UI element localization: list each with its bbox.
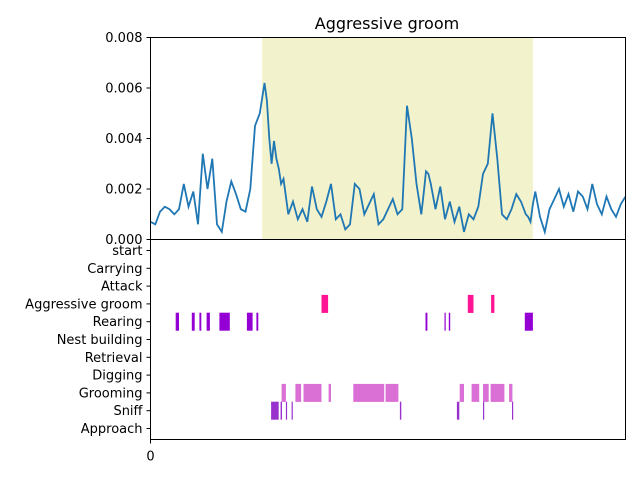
event-bar: [280, 401, 282, 420]
category-label: Carrying: [87, 262, 142, 277]
y-tick-label: 0.004: [105, 132, 142, 147]
x-axis: 0: [146, 439, 155, 465]
category-label: Approach: [81, 422, 143, 437]
y-tick-label: 0.002: [105, 183, 142, 198]
event-bar: [175, 312, 179, 331]
signal-line: [150, 82, 627, 236]
y-axis: 0.000 0.002 0.004 0.006 0.008: [105, 31, 151, 248]
y-tick-label: 0.000: [105, 233, 142, 248]
event-bar: [321, 294, 329, 313]
y-tick-label: 0.006: [105, 82, 142, 97]
x-tick-label: 0: [146, 450, 154, 465]
event-bar: [524, 312, 533, 331]
event-bar: [456, 401, 460, 420]
event-bar: [246, 312, 253, 331]
event-bar: [328, 383, 331, 402]
event-bar: [353, 383, 385, 402]
event-bars: [175, 294, 533, 420]
category-label: start: [112, 244, 142, 259]
event-bar: [206, 312, 210, 331]
chart-title: Aggressive groom: [315, 14, 459, 33]
category-label: Sniff: [113, 404, 143, 419]
event-bar: [295, 383, 302, 402]
event-bar: [285, 401, 288, 420]
y-tick-label: 0.008: [105, 31, 142, 46]
event-bar: [385, 383, 399, 402]
event-bar: [471, 383, 480, 402]
event-bar: [256, 312, 259, 331]
category-label: Grooming: [79, 386, 143, 401]
event-bar: [483, 401, 485, 420]
signal-plot: 0.000 0.002 0.004 0.006 0.008 Aggressive gro…: [105, 14, 627, 248]
event-bar: [281, 383, 286, 402]
event-bar: [303, 383, 322, 402]
event-raster-plot: start Carrying Attack Aggressive groom Reari…: [25, 244, 533, 465]
event-bar: [425, 312, 428, 331]
category-label: Retrieval: [85, 351, 143, 366]
event-bar: [399, 401, 402, 420]
event-bar: [491, 294, 495, 313]
event-bar: [271, 401, 279, 420]
event-bar: [483, 383, 489, 402]
category-label: Aggressive groom: [25, 297, 142, 312]
highlight-span: [262, 37, 533, 240]
event-bar: [219, 312, 230, 331]
category-label: Digging: [92, 369, 142, 384]
event-bar: [448, 312, 451, 331]
category-label: Nest building: [57, 333, 143, 348]
category-label: Attack: [101, 280, 143, 295]
event-bar: [459, 383, 464, 402]
event-bar: [199, 312, 202, 331]
event-bar: [467, 294, 474, 313]
event-bar: [512, 401, 514, 420]
event-bar: [490, 383, 505, 402]
category-label: Rearing: [93, 315, 143, 330]
event-bar: [444, 312, 446, 331]
event-bar: [509, 383, 513, 402]
event-bar: [191, 312, 195, 331]
axes-frame: [150, 37, 626, 440]
behavior-axis: start Carrying Attack Aggressive groom Reari…: [25, 244, 151, 437]
bottom-axes-frame: [150, 239, 626, 440]
event-bar: [291, 401, 293, 420]
